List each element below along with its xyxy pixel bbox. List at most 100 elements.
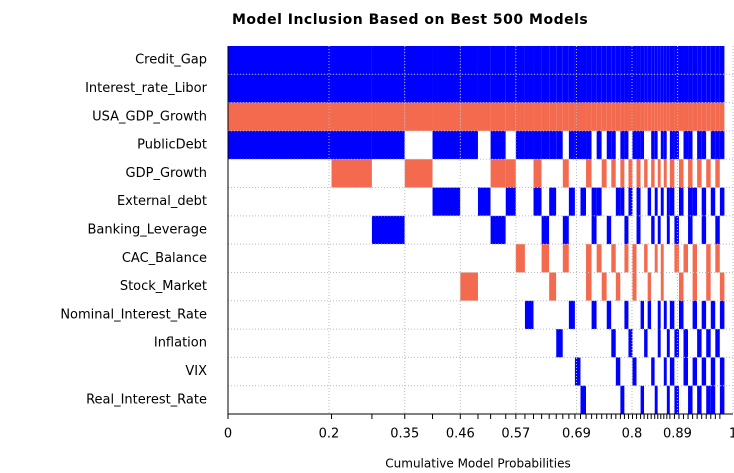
inclusion-cell [371,244,405,273]
inclusion-cell [533,187,542,216]
inclusion-cell [674,187,679,216]
inclusion-cell [562,300,569,330]
inclusion-cell [596,244,602,273]
inclusion-cell [460,187,478,216]
inclusion-cell [666,102,670,131]
inclusion-cell [706,102,711,131]
inclusion-cell [632,74,637,103]
inclusion-cell [568,385,575,414]
inclusion-cell [477,385,491,414]
inclusion-cell [574,385,581,414]
inclusion-cell [515,46,525,75]
inclusion-cell [657,130,661,160]
inclusion-cell [654,385,658,414]
inclusion-cell [628,329,633,358]
inclusion-cell [562,159,569,188]
inclusion-cell [620,130,625,160]
inclusion-cell [562,244,569,273]
inclusion-cell [674,272,679,301]
inclusion-cell [601,329,607,358]
inclusion-cell [524,357,534,386]
inclusion-cell [228,357,332,386]
inclusion-cell [490,130,506,160]
inclusion-cell [228,385,332,414]
inclusion-cell [666,329,670,358]
inclusion-cell [647,272,652,301]
inclusion-cell [490,74,506,103]
inclusion-cell [688,272,693,301]
inclusion-cell [228,272,332,301]
inclusion-cell [710,74,716,103]
inclusion-cell [666,130,670,160]
inclusion-cell [533,385,542,414]
inclusion-cell [674,46,679,75]
inclusion-cell [663,130,667,160]
inclusion-cell [562,102,569,131]
inclusion-cell [651,102,655,131]
inclusion-cell [701,187,707,216]
inclusion-cell [611,357,616,386]
inclusion-cell [404,385,433,414]
inclusion-cell [651,187,655,216]
inclusion-cell [541,329,550,358]
inclusion-cell [371,215,405,245]
y-tick-label: VIX [185,364,207,379]
inclusion-cell [657,187,661,216]
inclusion-cell [591,46,597,75]
inclusion-cell [666,46,670,75]
inclusion-cell [669,357,675,386]
inclusion-cell [651,215,655,245]
inclusion-cell [515,357,525,386]
inclusion-cell [533,130,542,160]
inclusion-cell [606,385,612,414]
inclusion-cell [606,46,612,75]
inclusion-cell [580,272,587,301]
inclusion-cell [710,357,716,386]
inclusion-cell [719,102,725,131]
inclusion-cell [674,130,679,160]
inclusion-cell [611,187,616,216]
inclusion-cell [688,215,693,245]
chart-title: Model Inclusion Based on Best 500 Models [232,12,588,28]
inclusion-cell [683,74,689,103]
inclusion-cell [669,74,675,103]
inclusion-cell [719,300,725,330]
inclusion-cell [228,244,332,273]
inclusion-cell [533,329,542,358]
inclusion-cell [591,130,597,160]
inclusion-cell [601,300,607,330]
inclusion-cell [490,215,506,245]
inclusion-cell [586,46,592,75]
inclusion-cell [541,102,550,131]
inclusion-cell [596,300,602,330]
inclusion-cell [660,385,664,414]
inclusion-cell [628,385,633,414]
inclusion-cell [591,159,597,188]
inclusion-cell [606,215,612,245]
inclusion-cell [432,102,461,131]
inclusion-cell [615,102,621,131]
inclusion-cell [562,385,569,414]
inclusion-cell [620,102,625,131]
inclusion-cell [615,385,621,414]
inclusion-cell [371,187,405,216]
inclusion-cell [432,130,461,160]
inclusion-cell [606,244,612,273]
inclusion-cell [460,300,478,330]
inclusion-cell [706,215,711,245]
inclusion-cell [632,102,637,131]
inclusion-cell [701,329,707,358]
inclusion-cell [568,215,575,245]
inclusion-cell [640,187,645,216]
inclusion-cell [636,329,641,358]
inclusion-cell [669,244,675,273]
inclusion-cell [490,102,506,131]
inclusion-cell [692,74,698,103]
inclusion-cell [697,357,702,386]
inclusion-cell [644,272,648,301]
inclusion-cell [715,187,720,216]
inclusion-cell [541,187,550,216]
inclusion-cell [678,130,684,160]
inclusion-cell [657,159,661,188]
